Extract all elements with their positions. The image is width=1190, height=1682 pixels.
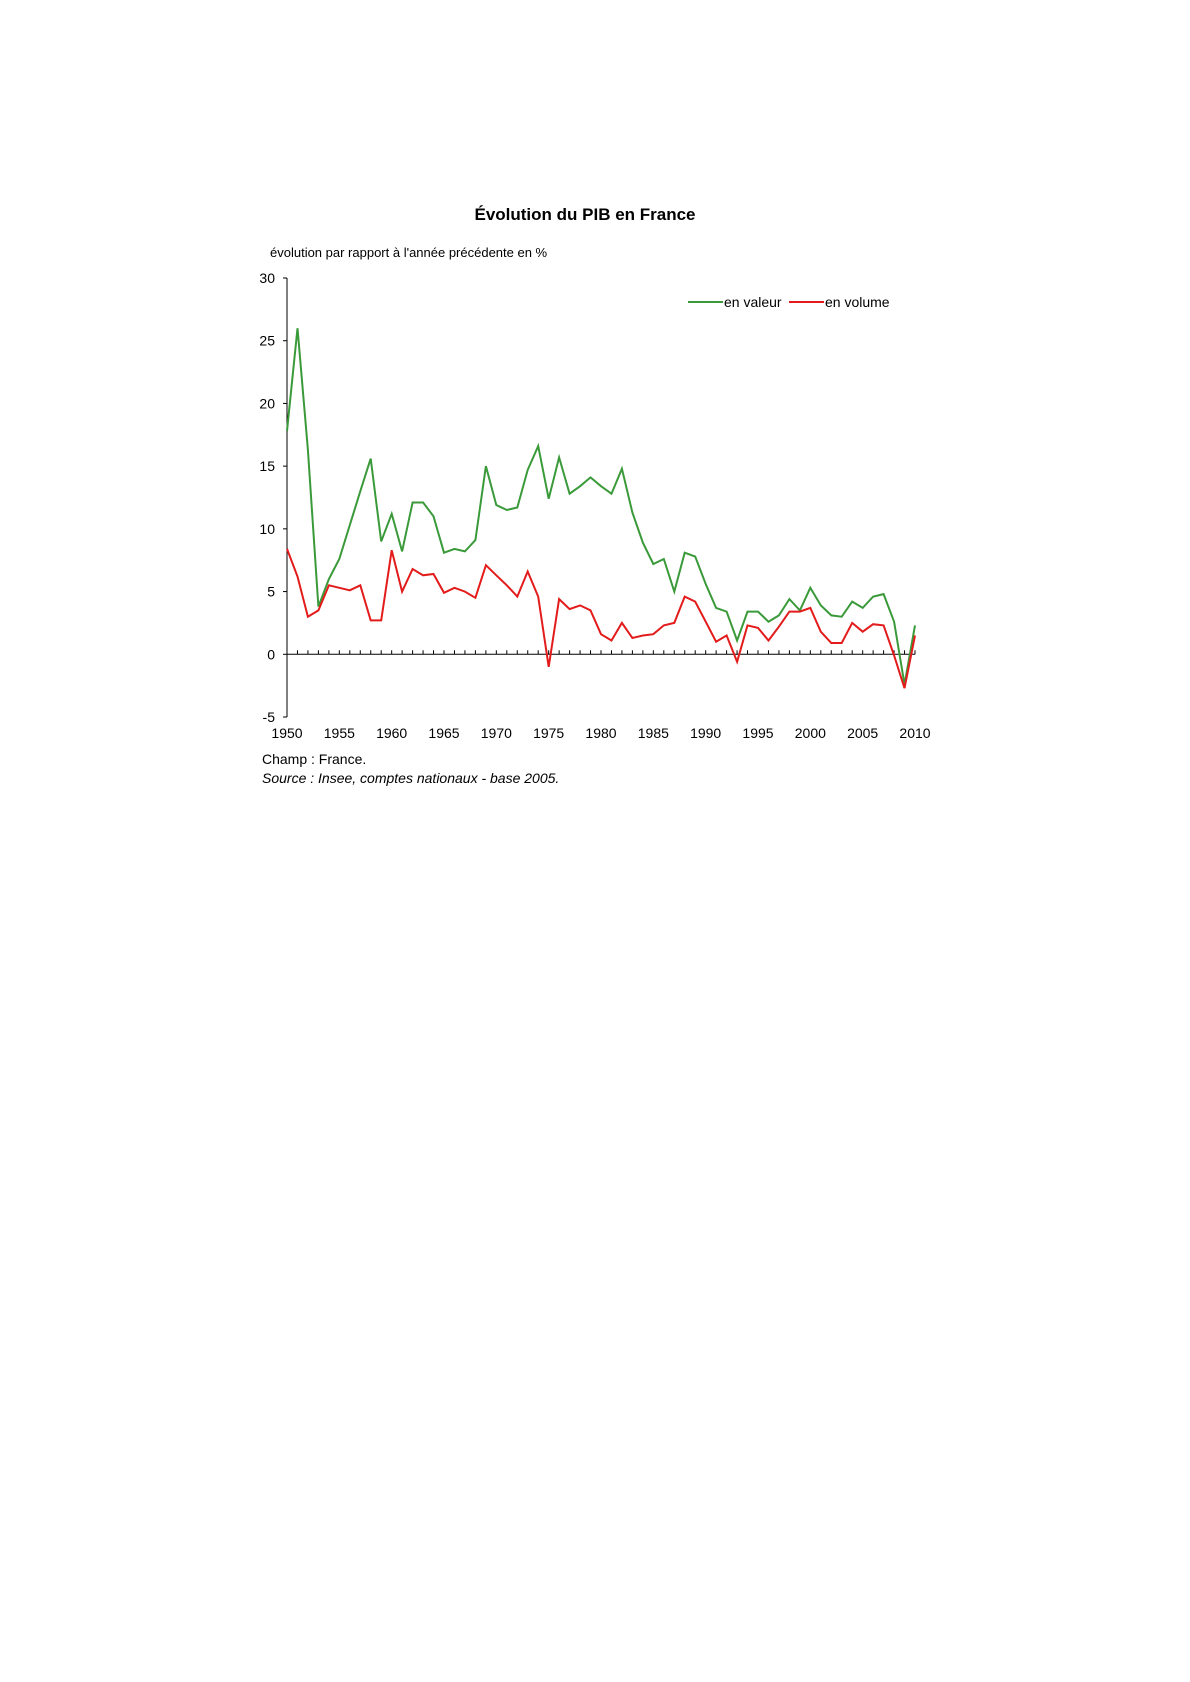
legend-label-0: en valeur	[724, 294, 782, 310]
y-tick-label: 30	[259, 270, 275, 286]
y-tick-label: 20	[259, 395, 275, 411]
champ-note: Champ : France.	[262, 751, 367, 767]
x-tick-label: 1965	[428, 725, 459, 741]
legend-label-1: en volume	[825, 294, 890, 310]
y-tick-label: 0	[267, 646, 275, 662]
x-tick-label: 1970	[481, 725, 512, 741]
y-axis-label: évolution par rapport à l'année précéden…	[270, 245, 548, 260]
chart-title: Évolution du PIB en France	[474, 205, 695, 224]
x-tick-label: 1995	[742, 725, 773, 741]
series-line-0	[286, 328, 916, 685]
y-tick-label: 5	[267, 584, 275, 600]
x-tick-label: 1990	[690, 725, 721, 741]
plot-area	[286, 328, 916, 689]
axes: -5 0 5 10 15 20 25 30 1950 1955 1960 1965 1970 1975 19…	[259, 270, 930, 741]
x-tick-label: 1950	[271, 725, 302, 741]
y-tick-label: -5	[263, 709, 276, 725]
legend: en valeur en volume	[688, 294, 890, 310]
chart-notes: Champ : France. Source : Insee, comptes …	[262, 750, 559, 788]
x-tick-label: 2000	[795, 725, 826, 741]
x-tick-label: 1985	[638, 725, 669, 741]
x-tick-label: 1980	[585, 725, 616, 741]
x-tick-label: 1975	[533, 725, 564, 741]
x-tick-label: 1960	[376, 725, 407, 741]
series-line-1	[286, 548, 916, 689]
y-tick-label: 10	[259, 521, 275, 537]
y-tick-label: 25	[259, 333, 275, 349]
y-tick-label: 15	[259, 458, 275, 474]
x-tick-label: 2010	[899, 725, 930, 741]
x-tick-label: 1955	[324, 725, 355, 741]
source-note: Source : Insee, comptes nationaux - base…	[262, 770, 560, 786]
x-tick-label: 2005	[847, 725, 878, 741]
